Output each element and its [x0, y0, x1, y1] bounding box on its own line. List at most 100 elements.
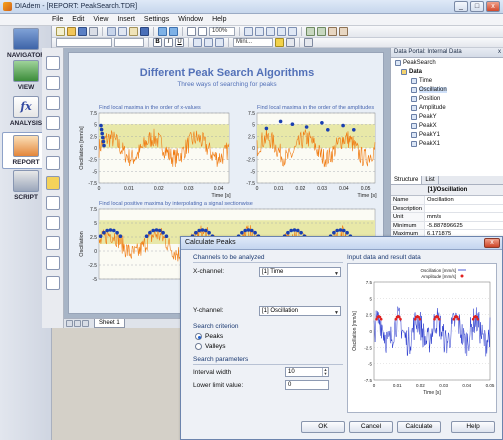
- tree-channel[interactable]: PeakY1: [411, 132, 440, 138]
- align-center-icon[interactable]: [255, 27, 264, 36]
- y-channel-select[interactable]: [1] Oscillation ▼: [259, 306, 341, 316]
- line-combo[interactable]: Mini...: [233, 38, 273, 47]
- paste-icon[interactable]: [129, 27, 138, 36]
- open-folder-icon[interactable]: [67, 27, 76, 36]
- line-object-icon[interactable]: [46, 236, 60, 250]
- prev-sheet-icon[interactable]: [74, 320, 81, 327]
- table-icon[interactable]: [46, 116, 60, 130]
- group-icon[interactable]: [306, 27, 315, 36]
- line-color-icon[interactable]: [286, 38, 295, 47]
- axis-xy-icon[interactable]: [46, 76, 60, 90]
- align-right-icon[interactable]: [266, 27, 275, 36]
- dialog-close-button[interactable]: x: [484, 238, 500, 248]
- analysis-module[interactable]: fx ANALYSIS: [2, 96, 50, 127]
- underline-icon[interactable]: U: [175, 38, 184, 47]
- cancel-button[interactable]: Cancel: [349, 421, 393, 433]
- send-back-icon[interactable]: [339, 27, 348, 36]
- navigator-module[interactable]: NAVIGATOR: [2, 28, 50, 59]
- property-row[interactable]: Name Oscillation: [391, 196, 503, 205]
- tree-channel[interactable]: Amplitude: [411, 105, 446, 111]
- 3d-axis-icon[interactable]: [46, 156, 60, 170]
- x-channel-select[interactable]: [1] Time ▼: [259, 267, 341, 277]
- tree-channel[interactable]: Position: [411, 96, 440, 102]
- script-module[interactable]: SCRIPT: [2, 170, 50, 201]
- zoom-in-icon[interactable]: [187, 27, 196, 36]
- minimize-button[interactable]: _: [454, 1, 468, 12]
- copy-icon[interactable]: [118, 27, 127, 36]
- text-center-icon[interactable]: [204, 38, 213, 47]
- first-sheet-icon[interactable]: [66, 320, 73, 327]
- tree-channel[interactable]: Time: [411, 78, 432, 84]
- tree-channel[interactable]: PeakX: [411, 123, 437, 129]
- menu-insert[interactable]: Insert: [117, 16, 135, 23]
- interval-width-input[interactable]: 10 ▲ ▼: [285, 367, 329, 377]
- view-module[interactable]: VIEW: [2, 60, 50, 91]
- next-sheet-icon[interactable]: [82, 320, 89, 327]
- object-combo[interactable]: [56, 38, 112, 47]
- text-right-icon[interactable]: [215, 38, 224, 47]
- tree-channel[interactable]: PeakX1: [411, 141, 440, 147]
- print-icon[interactable]: [89, 27, 98, 36]
- y-tick-label: 7.5: [90, 111, 97, 117]
- calculate-button[interactable]: Calculate: [397, 421, 441, 433]
- tree-group[interactable]: Data: [401, 69, 422, 75]
- grid-table-icon[interactable]: [46, 136, 60, 150]
- bold-icon[interactable]: B: [153, 38, 162, 47]
- maximize-button[interactable]: □: [470, 1, 484, 12]
- radio-valleys[interactable]: Valleys: [195, 343, 225, 350]
- tab-list[interactable]: List: [422, 176, 439, 184]
- fill-color-icon[interactable]: [275, 38, 284, 47]
- text-object-icon[interactable]: [46, 196, 60, 210]
- folder-icon[interactable]: [46, 176, 60, 190]
- tree-root[interactable]: PeakSearch: [395, 60, 436, 66]
- menu-window[interactable]: Window: [178, 16, 204, 23]
- align-left-icon[interactable]: [244, 27, 253, 36]
- image-object-icon[interactable]: [46, 216, 60, 230]
- property-row[interactable]: Minimum -5.887896625: [391, 221, 503, 231]
- menu-settings[interactable]: Settings: [143, 16, 170, 23]
- spinner-icon[interactable]: ▲ ▼: [322, 367, 328, 376]
- tab-sheet-1[interactable]: Sheet 1: [94, 319, 125, 328]
- text-tool-icon[interactable]: [140, 27, 149, 36]
- style-combo[interactable]: [114, 38, 144, 47]
- menu-edit[interactable]: Edit: [72, 16, 85, 23]
- shape-object-icon[interactable]: [46, 256, 60, 270]
- help-button[interactable]: Help: [451, 421, 495, 433]
- tree-channel[interactable]: PeakY: [411, 114, 437, 120]
- italic-icon[interactable]: I: [164, 38, 173, 47]
- bring-front-icon[interactable]: [328, 27, 337, 36]
- zoom-combo[interactable]: 100%: [209, 27, 235, 36]
- settings-icon[interactable]: [304, 38, 313, 47]
- text-left-icon[interactable]: [193, 38, 202, 47]
- axis-2d-icon[interactable]: [46, 56, 60, 70]
- x-tick-label: 0: [98, 186, 101, 192]
- lower-limit-input[interactable]: 0: [285, 380, 329, 390]
- property-row[interactable]: Description: [391, 204, 503, 214]
- redo-icon[interactable]: [169, 27, 178, 36]
- zoom-out-icon[interactable]: [198, 27, 207, 36]
- align-bottom-icon[interactable]: [288, 27, 297, 36]
- align-top-icon[interactable]: [277, 27, 286, 36]
- menu-help[interactable]: Help: [212, 16, 227, 23]
- polar-axis-icon[interactable]: [46, 96, 60, 110]
- new-icon[interactable]: [56, 27, 65, 36]
- radio-peaks[interactable]: Peaks: [195, 333, 223, 340]
- save-icon[interactable]: [78, 27, 87, 36]
- ungroup-icon[interactable]: [317, 27, 326, 36]
- channel-icon: [411, 105, 417, 111]
- x-axis-label: Time [s]: [211, 193, 231, 199]
- tree-channel-selected[interactable]: Oscillation: [411, 87, 447, 93]
- ok-button[interactable]: OK: [301, 421, 345, 433]
- tab-structure[interactable]: Structure: [391, 176, 423, 184]
- cut-icon[interactable]: [107, 27, 116, 36]
- frame-object-icon[interactable]: [46, 276, 60, 290]
- panel-close-icon[interactable]: x: [498, 49, 501, 55]
- menu-view[interactable]: View: [93, 16, 109, 23]
- close-button[interactable]: x: [486, 1, 500, 12]
- undo-icon[interactable]: [158, 27, 167, 36]
- y-tick-label: 2.5: [90, 134, 97, 140]
- peak-marker: [102, 230, 106, 235]
- property-row[interactable]: Unit mm/s: [391, 213, 503, 222]
- menu-file[interactable]: File: [52, 16, 64, 23]
- y-tick-label: -7.5: [88, 181, 97, 187]
